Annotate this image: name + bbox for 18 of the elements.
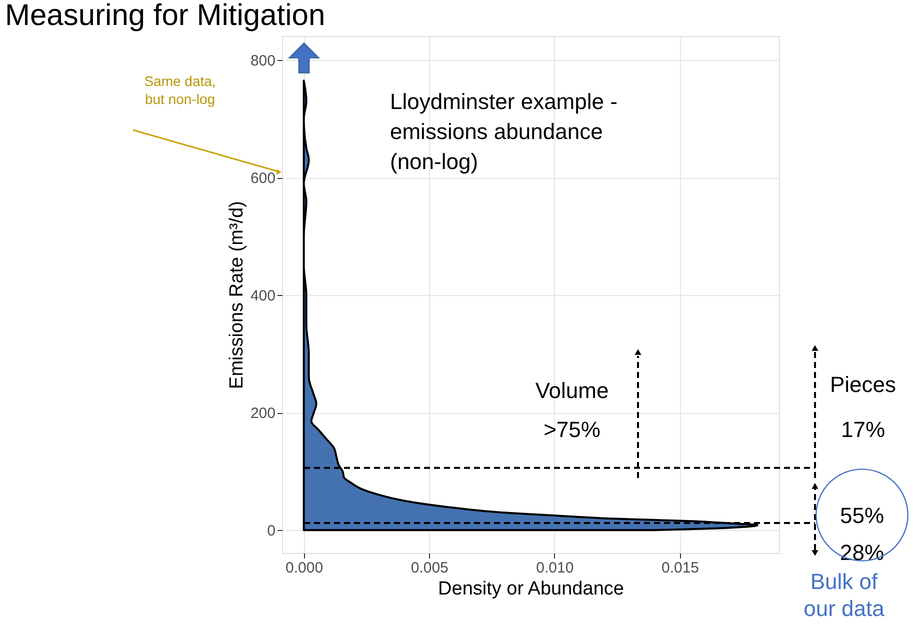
x-tick-label: 0.005: [410, 560, 448, 576]
chart-title: Measuring for Mitigation: [5, 0, 326, 32]
y-tick-label: 200: [250, 405, 276, 422]
annotation: Lloydminster example - emissions abundance (non-log): [390, 89, 618, 174]
y-tick-label: 0: [267, 522, 276, 540]
x-tick-label: 0.010: [536, 560, 574, 576]
text: Bulk of our data: [804, 569, 886, 621]
x-tick-label: 0.000: [286, 560, 324, 576]
annotation: Volume >75%: [535, 378, 609, 442]
y-tick-label: 400: [250, 288, 276, 305]
y-axis-title: Emissions Rate (m³/d): [226, 201, 248, 389]
x-axis-title: Density or Abundance: [438, 578, 624, 600]
text: Same data, but non-log: [144, 73, 216, 107]
y-tick-label: 600: [250, 170, 276, 188]
y-tick-label: 800: [250, 52, 276, 70]
text: Pieces 17%: [830, 372, 896, 442]
text: 55% 28%: [840, 503, 884, 565]
x-tick-label: 0.015: [661, 560, 700, 576]
